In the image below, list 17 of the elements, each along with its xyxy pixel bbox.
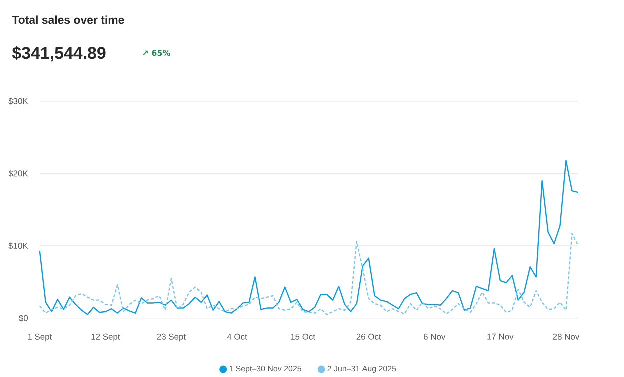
chart-title: Total sales over time [12, 16, 124, 24]
line-series [39, 160, 579, 316]
chart-subtitle: $341,544.89 [12, 46, 106, 62]
x-tick-label: 1 Sept [28, 334, 52, 342]
x-tick-label: 23 Sept [157, 334, 186, 342]
y-tick-label: $10K [8, 242, 28, 250]
x-tick-label: 26 Oct [356, 334, 382, 340]
x-tick-label: 12 Sept [92, 334, 120, 342]
x-tick-label: 28 Nov [553, 334, 580, 340]
y-tick-label: $20K [8, 170, 28, 178]
x-tick-label: 4 Oct [227, 334, 248, 340]
line-series [39, 233, 579, 316]
y-tick-label: $30K [8, 98, 28, 105]
x-tick-label: 17 Nov [488, 334, 514, 340]
x-tick-label: 15 Oct [291, 334, 316, 340]
x-tick-label: 6 Nov [424, 334, 446, 340]
y-tick-label: $0 [19, 314, 28, 322]
